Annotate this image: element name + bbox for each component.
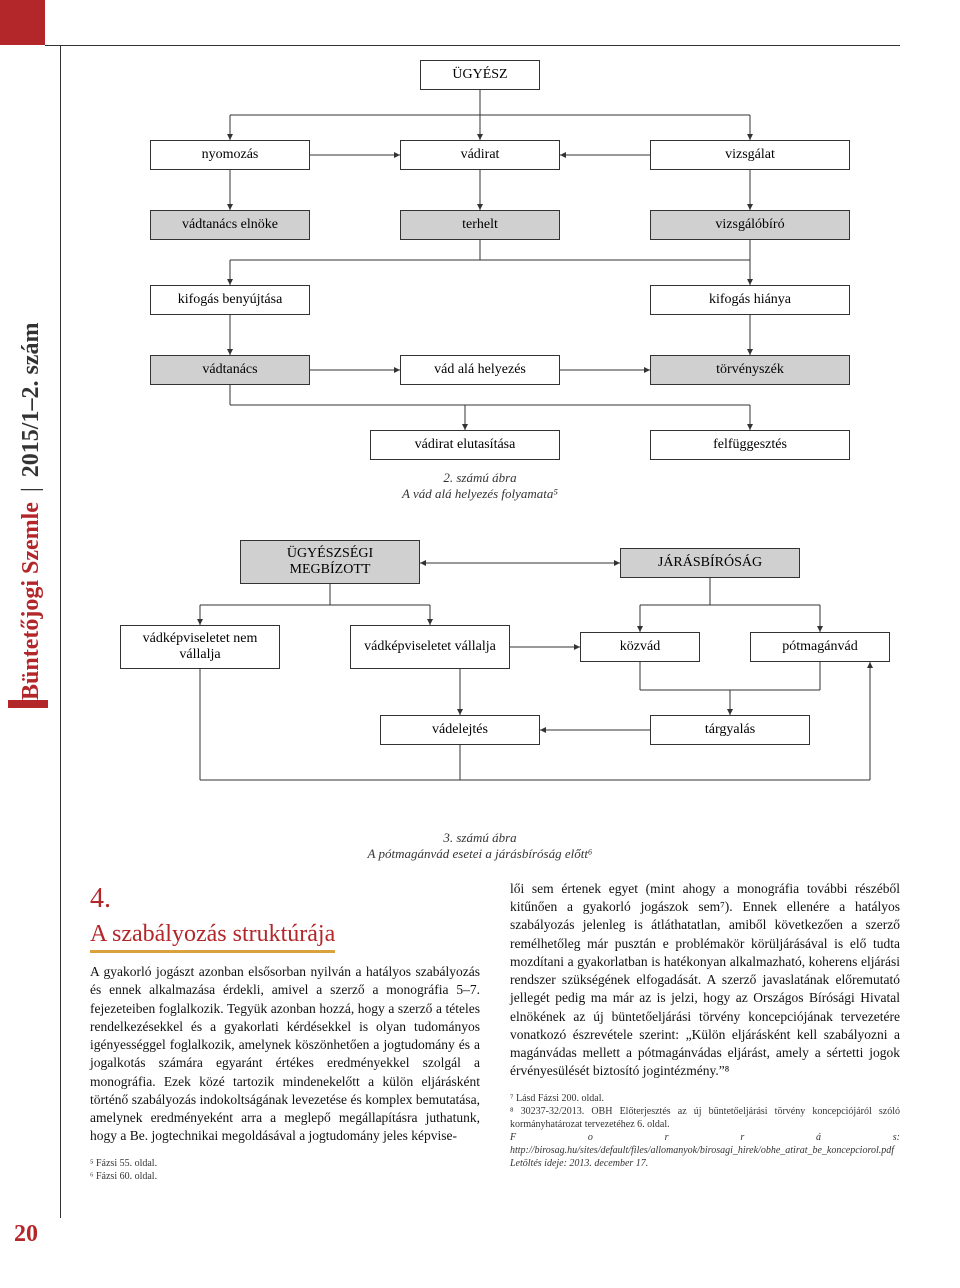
sidebar-cap [8,700,48,708]
fn5: ⁵ Fázsi 55. oldal. [90,1157,480,1170]
left-rule [60,45,61,1218]
article-body: 4. A szabályozás struktúrája A gyakorló … [90,880,900,1183]
column-right: lői sem értenek egyet (mint ahogy a mono… [510,880,900,1183]
document-page: Büntetőjogi Szemle | 2015/1–2. szám [0,0,960,1288]
diagram-area: ÜGYÉSZ nyomozás vádirat vizsgálat vádtanács … [90,60,900,820]
flowchart2-caption: 3. számú ábra A pótmagánvád esetei a jár… [300,830,660,862]
caption2-line1: 3. számú ábra [300,830,660,846]
flowchart1-caption: 2. számú ábra A vád alá helyezés folyama… [350,470,610,502]
page-number: 20 [14,1221,38,1248]
bar-icon: | [18,487,44,492]
node-vadirat_el: vádirat elutasítása [370,430,560,460]
node-vizsgalobiro: vizsgálóbíró [650,210,850,240]
node-vk_vall: vádképviseletet vállalja [350,625,510,669]
node-kifogas_h: kifogás hiánya [650,285,850,315]
fn7: ⁷ Lásd Fázsi 200. oldal. [510,1092,900,1105]
node-torvsz: törvényszék [650,355,850,385]
top-rule [45,45,900,46]
node-potmag: pótmagánvád [750,632,890,662]
fn8src: F o r r á s: http://birosag.hu/sites/def… [510,1131,900,1170]
node-vadtanacs: vádtanács [150,355,310,385]
corner-tab [0,0,45,45]
section-title: A szabályozás struktúrája [90,918,335,953]
fn8: ⁸ 30237-32/2013. OBH Előterjesztés az új… [510,1105,900,1131]
column-left: 4. A szabályozás struktúrája A gyakorló … [90,880,480,1183]
issue-label: 2015/1–2. szám [18,323,44,478]
node-jarasb: JÁRÁSBÍRÓSÁG [620,548,800,578]
node-vad_ala: vád alá helyezés [400,355,560,385]
node-ugyesz: ÜGYÉSZ [420,60,540,90]
col2-para: lői sem értenek egyet (mint ahogy a mono… [510,880,900,1080]
caption-line1: 2. számú ábra [350,470,610,486]
footnotes-left: ⁵ Fázsi 55. oldal. ⁶ Fázsi 60. oldal. [90,1157,480,1183]
node-vizsgalat: vizsgálat [650,140,850,170]
fn6: ⁶ Fázsi 60. oldal. [90,1170,480,1183]
node-kozvad: közvád [580,632,700,662]
node-felfugg: felfüggesztés [650,430,850,460]
footnotes-right: ⁷ Lásd Fázsi 200. oldal. ⁸ 30237-32/2013… [510,1092,900,1170]
col1-para: A gyakorló jogászt azonban elsősorban ny… [90,963,480,1145]
node-terhelt: terhelt [400,210,560,240]
node-targyalas: tárgyalás [650,715,810,745]
node-nyomozas: nyomozás [150,140,310,170]
journal-sidebar: Büntetőjogi Szemle | 2015/1–2. szám [18,323,45,700]
node-kifogas_b: kifogás benyújtása [150,285,310,315]
node-vadirat: vádirat [400,140,560,170]
node-vadelejtes: vádelejtés [380,715,540,745]
section-number: 4. [90,880,480,918]
caption-line2: A vád alá helyezés folyamata⁵ [350,486,610,502]
node-vk_nem: vádképviseletet nem vállalja [120,625,280,669]
journal-title: Büntetőjogi Szemle [18,502,44,700]
node-ugy_megb: ÜGYÉSZSÉGI MEGBÍZOTT [240,540,420,584]
caption2-line2: A pótmagánvád esetei a járásbíróság előt… [300,846,660,862]
node-vadtanacs_e: vádtanács elnöke [150,210,310,240]
